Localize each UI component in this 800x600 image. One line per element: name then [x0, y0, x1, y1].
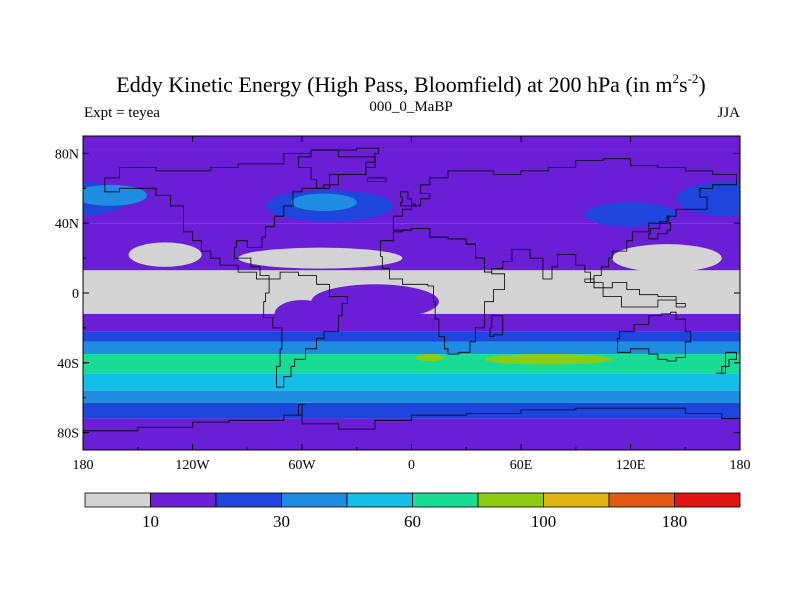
colorbar-box [477, 492, 544, 508]
south-america-coastline [263, 271, 348, 388]
contour-fill [83, 136, 740, 450]
colorbar-box [346, 492, 413, 508]
x-tick-label: 180 [730, 458, 751, 473]
chart-title: Eddy Kinetic Energy (High Pass, Bloomfie… [116, 71, 705, 97]
subtitle-left: Expt = teyea [84, 105, 160, 121]
north-atlantic-core [291, 193, 357, 212]
uk-coastline [400, 191, 416, 207]
colorbar-box [84, 492, 151, 508]
north-pacific-blob [676, 181, 740, 217]
colorbar-box [215, 492, 282, 508]
japan-coastline [648, 215, 671, 240]
x-tick-label: 0 [408, 458, 415, 473]
y-tick-label: 80S [57, 427, 79, 442]
band-sh-high [83, 402, 740, 419]
subtitle-right: JJA [717, 105, 740, 121]
colorbar-label: 100 [531, 512, 557, 531]
band-sh-mid2 [83, 373, 740, 391]
band-sh-low [83, 331, 740, 342]
indian-ocean-jet [484, 354, 613, 365]
new-zealand-coastline [716, 351, 737, 374]
band-arctic [83, 136, 740, 150]
coastlines [83, 147, 740, 432]
y-tick-label: 0 [72, 287, 79, 302]
colorbar-label: 10 [142, 512, 159, 531]
maritime-continent-coastline [584, 278, 686, 308]
colorbar-box [674, 492, 741, 508]
y-tick-label: 40N [55, 217, 79, 232]
africa-coastline [380, 228, 505, 355]
x-tick-label: 180 [73, 458, 94, 473]
subtitle-center: 000_0_MaBP [369, 99, 452, 115]
asia-blob [584, 202, 677, 227]
colorbar-box [281, 492, 348, 508]
colorbar-box [543, 492, 610, 508]
colorbar-label: 180 [662, 512, 688, 531]
antarctica-coastline [83, 404, 740, 432]
pacific-trade [128, 242, 202, 267]
x-tick-label: 120W [175, 458, 210, 473]
colorbar: 10 30 60 100 180 [84, 492, 741, 531]
eurasia-coastline [392, 158, 737, 283]
atlantic-jet-core [415, 354, 445, 362]
greenland-coastline [298, 147, 380, 189]
north-america-coastline [104, 149, 376, 280]
equatorial-atlantic-purple [311, 284, 439, 320]
colorbar-label: 60 [404, 512, 421, 531]
x-axis: 180 120W 60W 0 60E 120E 180 [73, 136, 751, 473]
colorbar-box [150, 492, 217, 508]
y-tick-label: 80N [55, 147, 79, 162]
colorbar-label: 30 [273, 512, 290, 531]
y-tick-label: 40S [57, 357, 79, 372]
y-axis: 80N 40N 0 40S 80S [55, 147, 740, 442]
x-tick-label: 120E [616, 458, 646, 473]
south-america-purple [274, 299, 330, 328]
band-sh-jet [83, 354, 740, 374]
australia-coastline [617, 311, 692, 362]
colorbar-box [412, 492, 479, 508]
band-sh-mid [83, 341, 740, 355]
band-sh-outer [83, 390, 740, 403]
band-sh-subtropics [83, 313, 740, 332]
iceland-coastline [367, 177, 387, 182]
atlantic-trade [238, 247, 403, 269]
north-pacific-core [83, 184, 147, 206]
x-tick-label: 60W [288, 458, 316, 473]
madagascar-coastline [489, 315, 504, 337]
west-pacific-warm [612, 244, 722, 273]
x-tick-label: 60E [510, 458, 533, 473]
colorbar-box [608, 492, 675, 508]
